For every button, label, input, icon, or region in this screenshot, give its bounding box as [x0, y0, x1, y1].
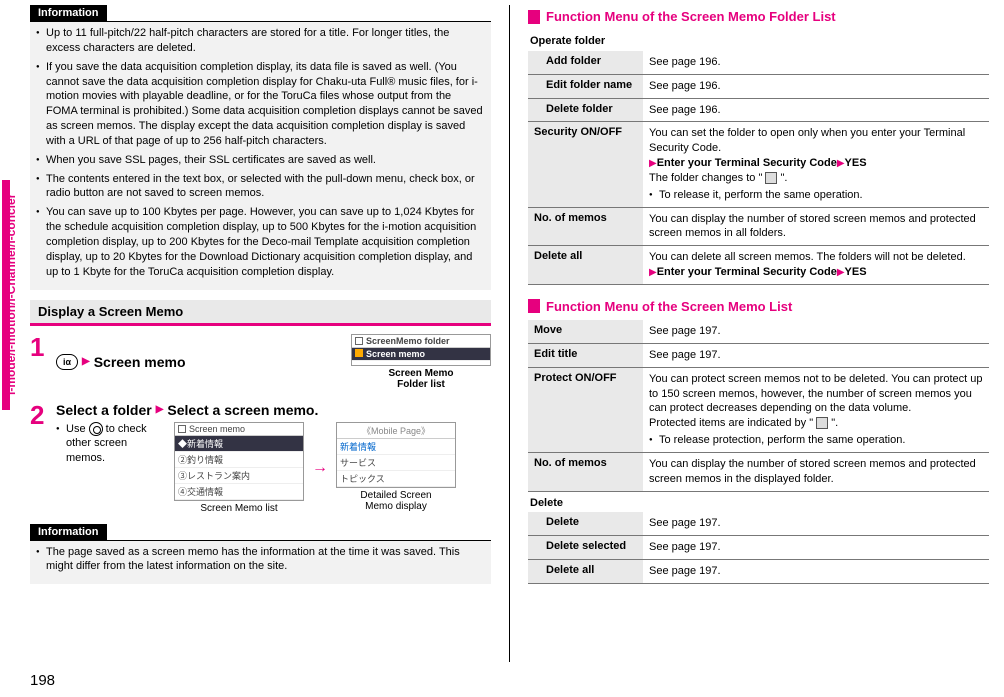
edit-title-desc: See page 197. [643, 343, 989, 367]
edit-folder-desc: See page 196. [643, 74, 989, 98]
edit-folder-label: Edit folder name [528, 74, 643, 98]
func2-title: Function Menu of the Screen Memo List [546, 299, 792, 314]
detail-caption: Detailed ScreenMemo display [336, 490, 456, 512]
list-row: ◆新着情報 [175, 436, 303, 452]
detail-row: 新着情報 [337, 439, 455, 455]
add-folder-desc: See page 196. [643, 51, 989, 74]
security-label: Security ON/OFF [528, 122, 643, 207]
info-header-1: Information [30, 5, 107, 21]
triangle-icon: ▶ [156, 404, 164, 415]
protect-label: Protect ON/OFF [528, 367, 643, 452]
info-body-2: The page saved as a screen memo has the … [30, 540, 491, 585]
detail-row: トピックス [337, 471, 455, 487]
move-desc: See page 197. [643, 320, 989, 343]
list-row: ④交通情報 [175, 484, 303, 500]
folder-shot-title: ScreenMemo folder [366, 336, 450, 346]
triangle-icon: ▶ [82, 356, 90, 367]
step-1-number: 1 [30, 334, 56, 394]
add-folder-label: Add folder [528, 51, 643, 74]
function-menu-list-header: Function Menu of the Screen Memo List [528, 297, 989, 316]
list-row: ③レストラン案内 [175, 468, 303, 484]
section-title: Display a Screen Memo [30, 300, 491, 326]
step-2-number: 2 [30, 402, 56, 514]
side-tab-text: i-mode/i-motion/i-Channel/i-concier [4, 194, 18, 395]
delete-all-label: Delete all [528, 246, 643, 285]
func1-title: Function Menu of the Screen Memo Folder … [546, 9, 836, 24]
step-1-label: Screen memo [94, 354, 186, 370]
move-label: Move [528, 320, 643, 343]
delete-selected-label: Delete selected [528, 536, 643, 560]
page-content: Information Up to 11 full-pitch/22 half-… [30, 5, 989, 662]
no-memos2-desc: You can display the number of stored scr… [643, 452, 989, 491]
list-caption: Screen Memo list [174, 503, 304, 514]
delete-all-desc: You can delete all screen memos. The fol… [643, 246, 989, 285]
column-divider [509, 5, 510, 662]
protect-desc: You can protect screen memos not to be d… [643, 367, 989, 452]
info1-item: Up to 11 full-pitch/22 half-pitch charac… [36, 26, 485, 56]
step-1: 1 iα ▶ Screen memo ScreenMemo folder Scr… [30, 334, 491, 394]
list-shot-title: Screen memo [189, 424, 245, 434]
function-menu-folder-header: Function Menu of the Screen Memo Folder … [528, 7, 989, 26]
side-tab: i-mode/i-motion/i-Channel/i-concier [2, 180, 22, 410]
info1-item: When you save SSL pages, their SSL certi… [36, 153, 485, 168]
security-desc: You can set the folder to open only when… [643, 122, 989, 207]
detail-row: サービス [337, 455, 455, 471]
info2-item: The page saved as a screen memo has the … [36, 545, 485, 575]
no-memos-desc: You can display the number of stored scr… [643, 207, 989, 246]
list-function-table: MoveSee page 197. Edit titleSee page 197… [528, 320, 989, 584]
info-body-1: Up to 11 full-pitch/22 half-pitch charac… [30, 21, 491, 290]
delete-all2-desc: See page 197. [643, 560, 989, 584]
step-2: 2 Select a folder ▶ Select a screen memo… [30, 402, 491, 514]
delete-label: Delete [528, 512, 643, 535]
delete-folder-desc: See page 196. [643, 98, 989, 122]
folder-caption: Screen MemoFolder list [351, 368, 491, 390]
delete-selected-desc: See page 197. [643, 536, 989, 560]
arrow-icon: → [312, 459, 328, 477]
folder-list-screenshot: ScreenMemo folder Screen memo [351, 334, 491, 366]
folder-function-table: Operate folder Add folderSee page 196. E… [528, 30, 989, 285]
header-square-icon [528, 10, 540, 24]
step-2-note: Use to check other screen memos. [56, 422, 166, 467]
info1-item: You can save up to 100 Kbytes per page. … [36, 205, 485, 279]
delete-all2-label: Delete all [528, 560, 643, 584]
operate-folder-group: Operate folder [528, 30, 989, 51]
info1-item: If you save the data acquisition complet… [36, 60, 485, 149]
header-square-icon [528, 299, 540, 313]
page-number: 198 [30, 672, 55, 689]
i-alpha-key-icon: iα [56, 354, 78, 370]
delete-folder-label: Delete folder [528, 98, 643, 122]
list-row: ②釣り情報 [175, 452, 303, 468]
lock-folder-icon [765, 172, 777, 184]
delete-desc: See page 197. [643, 512, 989, 535]
info1-item: The contents entered in the text box, or… [36, 172, 485, 202]
edit-title-label: Edit title [528, 343, 643, 367]
info-header-2: Information [30, 524, 107, 540]
step-2-title: Select a folder ▶ Select a screen memo. [56, 402, 491, 418]
right-column: Function Menu of the Screen Memo Folder … [528, 5, 989, 662]
no-memos2-label: No. of memos [528, 452, 643, 491]
step-1-title: iα ▶ Screen memo ScreenMemo folder Scree… [56, 334, 491, 390]
detail-screenshot: 《Mobile Page》 新着情報 サービス トピックス [336, 422, 456, 488]
detail-title: 《Mobile Page》 [337, 423, 455, 439]
folder-shot-row: Screen memo [366, 349, 425, 359]
nav-key-icon [89, 422, 103, 436]
protect-icon [816, 417, 828, 429]
no-memos-label: No. of memos [528, 207, 643, 246]
left-column: Information Up to 11 full-pitch/22 half-… [30, 5, 491, 662]
memo-list-screenshot: Screen memo ◆新着情報 ②釣り情報 ③レストラン案内 ④交通情報 [174, 422, 304, 501]
info-box-2: Information The page saved as a screen m… [30, 524, 491, 585]
delete-group: Delete [528, 491, 989, 512]
info-box-1: Information Up to 11 full-pitch/22 half-… [30, 5, 491, 290]
